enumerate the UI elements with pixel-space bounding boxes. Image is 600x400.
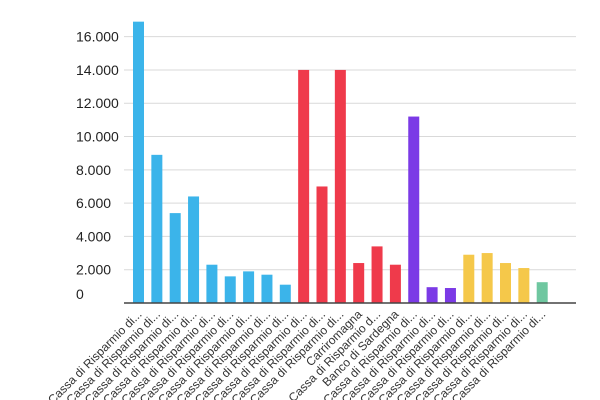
bar xyxy=(133,21,144,304)
bar xyxy=(426,287,438,303)
bar xyxy=(298,69,310,303)
bar xyxy=(261,274,273,303)
bar xyxy=(334,69,346,303)
bar xyxy=(169,213,181,303)
bars xyxy=(133,21,548,304)
bar xyxy=(206,264,218,303)
bar xyxy=(408,116,420,303)
y-tick-label: 0 xyxy=(76,286,84,302)
y-tick-label: 8.000 xyxy=(76,162,111,178)
bar xyxy=(316,186,328,303)
bar xyxy=(279,284,291,303)
bar xyxy=(224,276,236,303)
bar xyxy=(536,282,548,303)
bar xyxy=(463,254,475,303)
y-tick-label: 2.000 xyxy=(76,262,111,278)
grid-lines xyxy=(124,36,576,271)
bar xyxy=(353,263,365,303)
bar xyxy=(481,253,493,303)
bar xyxy=(500,263,511,303)
y-tick-label: 12.000 xyxy=(76,95,119,111)
y-axis-ticks: 0 2.000 4.000 6.000 8.000 10.000 12.000 14.000 1… xyxy=(76,29,119,302)
y-tick-label: 10.000 xyxy=(76,129,119,145)
bar xyxy=(518,268,530,303)
bar xyxy=(371,246,383,303)
bar xyxy=(243,271,255,303)
bar xyxy=(188,196,200,303)
y-tick-label: 16.000 xyxy=(76,29,119,45)
bar xyxy=(151,154,163,303)
y-tick-label: 6.000 xyxy=(76,195,111,211)
bar xyxy=(444,288,456,303)
x-axis-ticks: Cassa di Risparmio di...Cassa di Risparm… xyxy=(45,307,548,400)
y-tick-label: 14.000 xyxy=(76,62,119,78)
bar xyxy=(389,264,401,303)
y-tick-label: 4.000 xyxy=(76,228,111,244)
